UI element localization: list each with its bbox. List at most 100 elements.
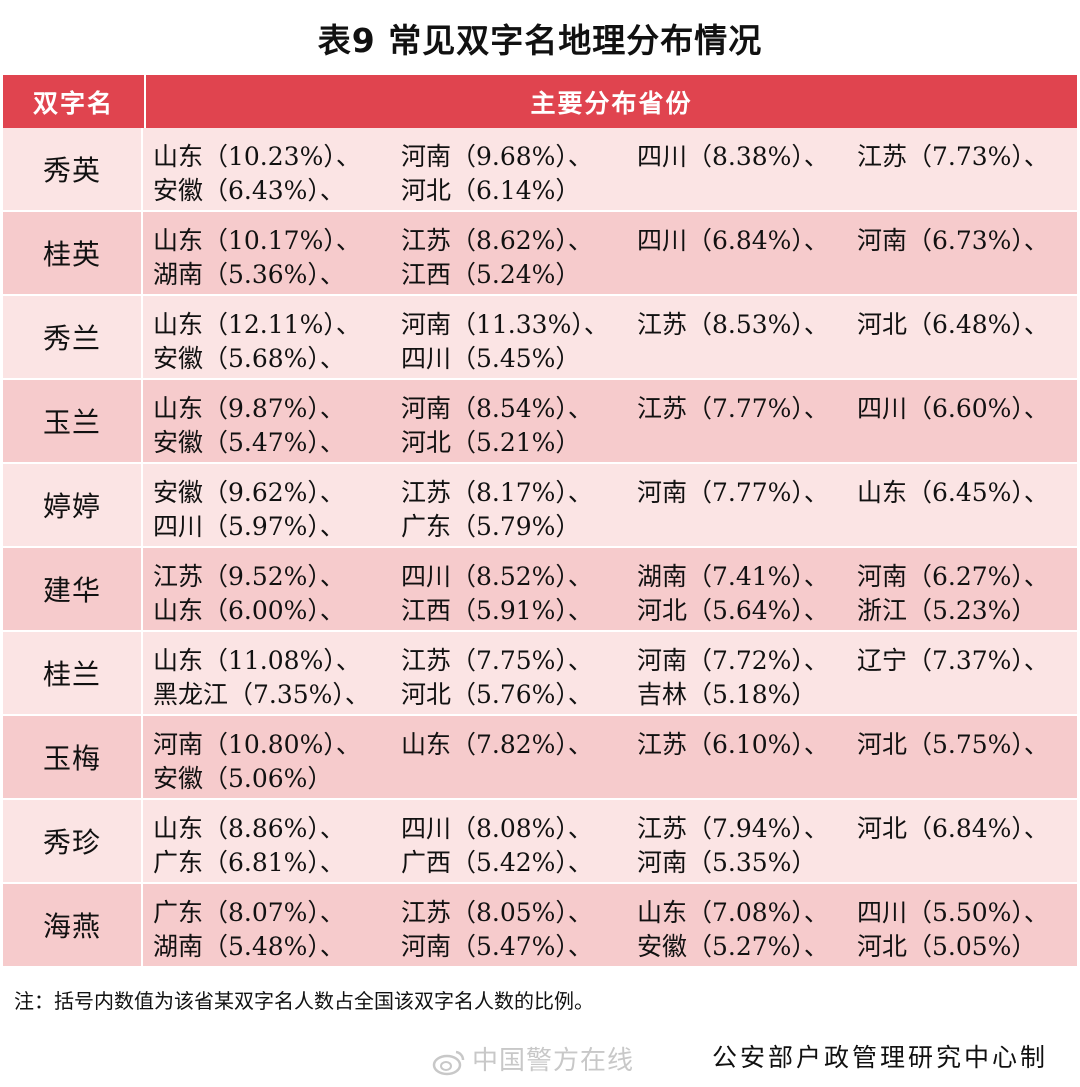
province-entry: 广东（5.79%）: [401, 512, 581, 541]
province-entry: 江苏（7.73%）、: [857, 142, 1049, 171]
province-entry: 河北（6.48%）、: [857, 310, 1049, 339]
province-entry: 湖南（5.48%）、: [153, 932, 345, 961]
provinces-cell: 山东（12.11%）、 河南（11.33%）、 江苏（8.53%）、 河北（6.48%…: [143, 296, 1077, 378]
provinces-cell: 山东（8.86%）、 四川（8.08%）、 江苏（7.94%）、 河北（6.84%）、…: [143, 800, 1077, 882]
province-entry: 安徽（9.62%）、: [153, 478, 345, 507]
province-entry: 黑龙江（7.35%）、: [153, 680, 370, 709]
province-entry: 四川（8.08%）、: [401, 814, 593, 843]
province-entry: 四川（6.60%）、: [857, 394, 1049, 423]
province-entry: 山东（12.11%）、: [153, 310, 361, 339]
province-entry: 山东（8.86%）、: [153, 814, 345, 843]
provinces-line: 广东（6.81%）、 广西（5.42%）、 河南（5.35%）: [153, 844, 1077, 878]
province-entry: 河北（5.21%）: [401, 428, 581, 457]
province-entry: 山东（7.08%）、: [637, 898, 829, 927]
provinces-cell: 江苏（9.52%）、 四川（8.52%）、 湖南（7.41%）、 河南（6.27%）、…: [143, 548, 1077, 630]
provinces-line: 山东（8.86%）、 四川（8.08%）、 江苏（7.94%）、 河北（6.84%）、: [153, 810, 1077, 844]
table-row: 婷婷 安徽（9.62%）、 江苏（8.17%）、 河南（7.77%）、 山东（6.45%…: [3, 464, 1077, 548]
province-entry: 广东（6.81%）、: [153, 848, 345, 877]
province-entry: 辽宁（7.37%）、: [857, 646, 1049, 675]
provinces-line: 四川（5.97%）、 广东（5.79%）: [153, 508, 1077, 542]
province-entry: 河南（11.33%）、: [401, 310, 609, 339]
province-entry: 四川（8.38%）、: [637, 142, 829, 171]
provinces-line: 安徽（5.06%）: [153, 760, 1077, 794]
province-entry: 广西（5.42%）、: [401, 848, 593, 877]
provinces-cell: 山东（9.87%）、 河南（8.54%）、 江苏（7.77%）、 四川（6.60%）、…: [143, 380, 1077, 462]
province-entry: 江苏（7.94%）、: [637, 814, 829, 843]
province-entry: 四川（5.50%）、: [857, 898, 1049, 927]
provinces-line: 安徽（5.68%）、 四川（5.45%）: [153, 340, 1077, 374]
provinces-line: 安徽（9.62%）、 江苏（8.17%）、 河南（7.77%）、 山东（6.45%）、: [153, 474, 1077, 508]
province-entry: 江苏（8.53%）、: [637, 310, 829, 339]
province-entry: 安徽（5.47%）、: [153, 428, 345, 457]
province-entry: 河北（5.76%）、: [401, 680, 593, 709]
province-entry: 湖南（5.36%）、: [153, 260, 345, 289]
provinces-line: 河南（10.80%）、 山东（7.82%）、 江苏（6.10%）、 河北（5.75%）…: [153, 726, 1077, 760]
given-name-cell: 秀英: [3, 128, 143, 210]
province-entry: 广东（8.07%）、: [153, 898, 345, 927]
table-row: 玉兰 山东（9.87%）、 河南（8.54%）、 江苏（7.77%）、 四川（6.60%…: [3, 380, 1077, 464]
given-name-cell: 建华: [3, 548, 143, 630]
provinces-line: 广东（8.07%）、 江苏（8.05%）、 山东（7.08%）、 四川（5.50%）、: [153, 894, 1077, 928]
province-entry: 安徽（6.43%）、: [153, 176, 345, 205]
province-entry: 四川（6.84%）、: [637, 226, 829, 255]
weibo-icon: [432, 1050, 465, 1075]
provinces-line: 黑龙江（7.35%）、 河北（5.76%）、 吉林（5.18%）: [153, 676, 1077, 710]
province-entry: 山东（6.00%）、: [153, 596, 345, 625]
provinces-line: 安徽（6.43%）、 河北（6.14%）: [153, 172, 1077, 206]
provinces-cell: 山东（10.23%）、 河南（9.68%）、 四川（8.38%）、 江苏（7.73%）…: [143, 128, 1077, 210]
province-entry: 山东（9.87%）、: [153, 394, 345, 423]
province-entry: 河南（7.77%）、: [637, 478, 829, 507]
province-entry: 四川（8.52%）、: [401, 562, 593, 591]
province-entry: 河南（5.35%）: [637, 848, 817, 877]
given-name-cell: 玉兰: [3, 380, 143, 462]
table-header: 双字名 主要分布省份: [3, 75, 1077, 128]
province-entry: 吉林（5.18%）: [637, 680, 817, 709]
footnote: 注：括号内数值为该省某双字名人数占全国该双字名人数的比例。: [14, 989, 594, 1013]
province-entry: 河北（6.14%）: [401, 176, 581, 205]
given-name-cell: 婷婷: [3, 464, 143, 546]
given-name-cell: 桂兰: [3, 632, 143, 714]
provinces-line: 江苏（9.52%）、 四川（8.52%）、 湖南（7.41%）、 河南（6.27%）、: [153, 558, 1077, 592]
province-entry: 河南（7.72%）、: [637, 646, 829, 675]
province-entry: 河南（10.80%）、: [153, 730, 361, 759]
province-entry: 江西（5.24%）: [401, 260, 581, 289]
provinces-line: 山东（11.08%）、 江苏（7.75%）、 河南（7.72%）、 辽宁（7.37%）…: [153, 642, 1077, 676]
given-name-cell: 秀兰: [3, 296, 143, 378]
province-entry: 河南（6.73%）、: [857, 226, 1049, 255]
province-entry: 江苏（8.17%）、: [401, 478, 593, 507]
province-entry: 四川（5.97%）、: [153, 512, 345, 541]
provinces-cell: 山东（10.17%）、 江苏（8.62%）、 四川（6.84%）、 河南（6.73%）…: [143, 212, 1077, 294]
province-entry: 河北（5.75%）、: [857, 730, 1049, 759]
province-entry: 四川（5.45%）: [401, 344, 581, 373]
provinces-cell: 山东（11.08%）、 江苏（7.75%）、 河南（7.72%）、 辽宁（7.37%）…: [143, 632, 1077, 714]
table-row: 桂英 山东（10.17%）、 江苏（8.62%）、 四川（6.84%）、 河南（6.73…: [3, 212, 1077, 296]
province-entry: 河南（5.47%）、: [401, 932, 593, 961]
province-entry: 河南（8.54%）、: [401, 394, 593, 423]
province-entry: 江苏（6.10%）、: [637, 730, 829, 759]
province-entry: 江苏（8.62%）、: [401, 226, 593, 255]
province-entry: 河南（6.27%）、: [857, 562, 1049, 591]
province-entry: 江苏（7.75%）、: [401, 646, 593, 675]
province-entry: 安徽（5.06%）: [153, 764, 333, 793]
province-entry: 河北（5.05%）: [857, 932, 1037, 961]
table-row: 玉梅 河南（10.80%）、 山东（7.82%）、 江苏（6.10%）、 河北（5.75…: [3, 716, 1077, 800]
province-entry: 江西（5.91%）、: [401, 596, 593, 625]
table-row: 桂兰 山东（11.08%）、 江苏（7.75%）、 河南（7.72%）、 辽宁（7.37…: [3, 632, 1077, 716]
provinces-line: 山东（12.11%）、 河南（11.33%）、 江苏（8.53%）、 河北（6.48%…: [153, 306, 1077, 340]
table-title: 表9 常见双字名地理分布情况: [317, 21, 763, 60]
provinces-line: 湖南（5.36%）、 江西（5.24%）: [153, 256, 1077, 290]
provinces-line: 山东（9.87%）、 河南（8.54%）、 江苏（7.77%）、 四川（6.60%）、: [153, 390, 1077, 424]
header-provinces-column: 主要分布省份: [530, 88, 693, 118]
watermark-text: 中国警方在线: [472, 1046, 635, 1076]
province-entry: 江苏（8.05%）、: [401, 898, 593, 927]
provinces-line: 山东（10.23%）、 河南（9.68%）、 四川（8.38%）、 江苏（7.73%）…: [153, 138, 1077, 172]
province-entry: 浙江（5.23%）: [857, 596, 1037, 625]
province-entry: 河北（6.84%）、: [857, 814, 1049, 843]
given-name-cell: 桂英: [3, 212, 143, 294]
given-name-cell: 秀珍: [3, 800, 143, 882]
province-entry: 河南（9.68%）、: [401, 142, 593, 171]
province-entry: 江苏（7.77%）、: [637, 394, 829, 423]
province-entry: 安徽（5.68%）、: [153, 344, 345, 373]
province-entry: 山东（10.23%）、: [153, 142, 361, 171]
province-entry: 山东（11.08%）、: [153, 646, 361, 675]
